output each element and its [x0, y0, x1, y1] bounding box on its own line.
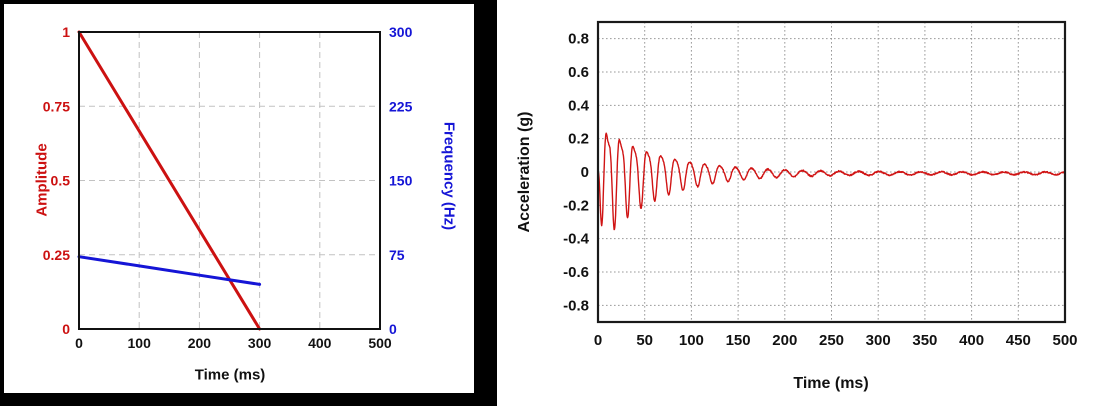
svg-text:300: 300	[248, 335, 272, 351]
svg-text:0.8: 0.8	[568, 31, 589, 48]
svg-text:300: 300	[389, 24, 413, 40]
svg-text:150: 150	[389, 173, 413, 189]
frequency-axis-label: Frequency (Hz)	[440, 121, 458, 231]
acceleration-response-panel: 0 50 100 150 200 250 300 350 400 450 500 0.8 0.6 0.4 0…	[497, 0, 1098, 406]
svg-text:500: 500	[1052, 332, 1077, 349]
svg-text:1: 1	[62, 24, 70, 40]
svg-text:0: 0	[75, 335, 83, 351]
acceleration-axis-label: Acceleration (g)	[516, 111, 533, 233]
svg-text:0.4: 0.4	[568, 97, 590, 114]
sweep-profile-chart: 0 100 200 300 400 50000.250.50.75107515022530…	[43, 24, 413, 351]
svg-text:225: 225	[389, 98, 413, 114]
svg-text:0.75: 0.75	[43, 98, 70, 114]
time-axis-label-left: Time (ms)	[194, 366, 266, 384]
svg-text:-0.2: -0.2	[563, 197, 589, 214]
svg-text:0: 0	[62, 321, 70, 337]
time-axis-label-right: Time (ms)	[793, 375, 869, 392]
svg-text:200: 200	[188, 335, 212, 351]
svg-text:0: 0	[581, 164, 589, 181]
svg-text:0.5: 0.5	[51, 173, 71, 189]
svg-text:250: 250	[819, 332, 844, 349]
svg-text:100: 100	[128, 335, 152, 351]
svg-text:100: 100	[679, 332, 704, 349]
svg-text:200: 200	[772, 332, 797, 349]
svg-text:0.25: 0.25	[43, 247, 70, 263]
svg-text:-0.6: -0.6	[563, 264, 589, 281]
svg-text:150: 150	[726, 332, 751, 349]
svg-text:500: 500	[368, 335, 392, 351]
svg-text:400: 400	[308, 335, 332, 351]
svg-text:0.6: 0.6	[568, 64, 589, 81]
svg-text:0: 0	[389, 321, 397, 337]
sweep-profile-plot-area: 0 100 200 300 400 500 0 0.25 0.5 0.75 1 0 75 150 225 30…	[4, 4, 474, 393]
svg-text:-0.8: -0.8	[563, 297, 589, 314]
svg-text:0.2: 0.2	[568, 131, 589, 148]
svg-text:75: 75	[389, 247, 405, 263]
acceleration-response-chart: 0 50 100 150 200 250 300 350 400 450 500 0.8 0.6 0.4 0…	[563, 20, 1078, 349]
sweep-profile-panel: 0 100 200 300 400 500 0 0.25 0.5 0.75 1 0 75 150 225 30…	[0, 0, 497, 406]
svg-text:350: 350	[912, 332, 937, 349]
svg-text:450: 450	[1006, 332, 1031, 349]
svg-text:-0.4: -0.4	[563, 231, 590, 248]
svg-text:300: 300	[866, 332, 891, 349]
svg-text:400: 400	[959, 332, 984, 349]
amplitude-axis-label: Amplitude	[33, 143, 51, 217]
svg-text:50: 50	[636, 332, 653, 349]
svg-text:0: 0	[594, 332, 602, 349]
